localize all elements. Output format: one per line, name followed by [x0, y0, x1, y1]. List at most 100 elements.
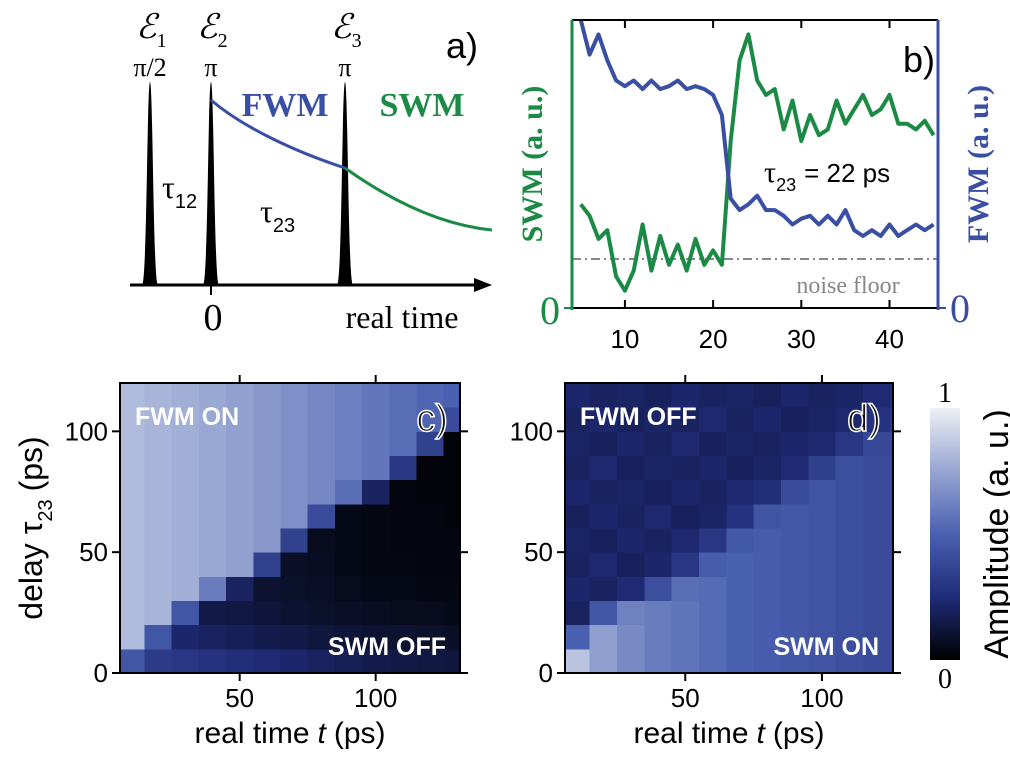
heatmap-cell: [808, 600, 837, 626]
heatmap-cell: [280, 479, 309, 505]
heatmap-cell: [120, 576, 145, 601]
heatmap-cell: [565, 407, 591, 432]
heatmap-cell: [644, 503, 673, 529]
heatmap-cell: [253, 648, 281, 673]
heatmap-cell: [280, 648, 309, 673]
pulse-label: ℰ2: [197, 9, 228, 52]
heatmap-cell: [890, 600, 893, 626]
y-axis-label-part: 23: [35, 499, 57, 521]
heatmap-cell: [389, 455, 417, 481]
heatmap-cell: [698, 600, 727, 626]
heatmap-cell: [253, 552, 281, 577]
heatmap-cell: [616, 600, 645, 626]
colorbar: [930, 408, 960, 660]
heatmap-cell: [307, 552, 336, 577]
heatmap-cell: [890, 455, 893, 481]
heatmap-cell: [589, 407, 618, 432]
x-axis-label: real time t (ps): [633, 717, 824, 750]
panel-label: b): [903, 39, 935, 80]
heatmap-cell: [726, 503, 755, 529]
heatmap-cell: [671, 648, 700, 673]
noise-floor-label: noise floor: [796, 273, 899, 299]
x-axis-label-part: real time: [633, 717, 748, 750]
swm-decay: [344, 166, 493, 232]
heatmap-cell: [890, 648, 893, 673]
heatmap-cell: [120, 503, 145, 529]
heatmap-cell: [226, 552, 254, 577]
heatmap-cell: [753, 383, 782, 408]
heatmap-cell: [753, 648, 782, 673]
delay-symbol: τ: [260, 193, 273, 229]
heatmap-cell: [144, 383, 173, 408]
heatmap-cell: [362, 503, 390, 529]
heatmap-cell: [334, 624, 363, 650]
heatmap-cell: [253, 624, 281, 650]
heatmap-cell: [671, 600, 700, 626]
heatmap-cell: [334, 552, 363, 577]
series-line: [578, 20, 935, 238]
heatmap-cell: [144, 479, 173, 505]
heatmap-cell: [780, 552, 809, 577]
heatmap-cell: [698, 479, 727, 505]
colorbar-label: Amplitude (a. u.): [978, 409, 1010, 658]
heatmap-cell: [198, 503, 227, 529]
heatmap-cell: [726, 455, 755, 481]
pulse: [337, 82, 353, 285]
heatmap-cell: [835, 624, 864, 650]
heatmap-cell: [362, 600, 390, 626]
heatmap-cell: [726, 576, 755, 601]
schematic: a) FWM SWM 0 real time: [130, 25, 493, 339]
heatmap-cell: [334, 648, 363, 673]
heatmap-cell: [443, 528, 460, 553]
heatmap-cell: [389, 479, 417, 505]
heatmap-cell: [144, 455, 173, 481]
heatmap-cell: [616, 624, 645, 650]
heatmap-cell: [226, 479, 254, 505]
heatmap-cell: [808, 431, 837, 456]
x-axis-label: real time t (ps): [194, 717, 385, 750]
heatmap-cell: [862, 503, 891, 529]
pulse-symbol: ℰ: [197, 9, 221, 46]
heatmap-cell: [780, 455, 809, 481]
heatmap-cell: [726, 479, 755, 505]
heatmap-cell: [443, 648, 460, 673]
heatmap-cell: [443, 552, 460, 577]
heatmap-cell: [890, 552, 893, 577]
heatmap-cell: [416, 528, 445, 553]
y-axis-label-part: (ps): [13, 436, 49, 491]
heatmap-cell: [198, 479, 227, 505]
y-tick-label: 100: [65, 416, 108, 446]
plot-frame: [564, 382, 894, 674]
heatmap-cell: [120, 407, 145, 432]
heatmap-cell: [171, 383, 200, 408]
heatmap-cell: [443, 479, 460, 505]
heatmap-cell: [780, 600, 809, 626]
heatmap-cell: [253, 407, 281, 432]
heatmap-cell: [389, 503, 417, 529]
heatmap-cell: [416, 407, 445, 432]
heatmap-cell: [644, 455, 673, 481]
heatmap-cell: [862, 552, 891, 577]
heatmap-cell: [862, 624, 891, 650]
heatmap-cell: [198, 431, 227, 456]
heatmap-cell: [671, 383, 700, 408]
heatmap-cell: [144, 648, 173, 673]
y-tick-label: 50: [79, 537, 108, 567]
heatmap-cell: [362, 431, 390, 456]
heatmap-cell: [280, 383, 309, 408]
heatmap-cell: [144, 624, 173, 650]
heatmap-cell: [198, 648, 227, 673]
heatmap-cell: [253, 431, 281, 456]
heatmap-cell: [835, 600, 864, 626]
heatmap-cell: [565, 600, 591, 626]
heatmap-cell: [253, 600, 281, 626]
panel-label: d): [847, 398, 881, 440]
heatmap-cell: [307, 455, 336, 481]
heatmap-cell: [144, 503, 173, 529]
heatmap-cell: [389, 648, 417, 673]
axis-label: real time: [346, 299, 459, 335]
heatmap-cell: [443, 383, 460, 408]
heatmap-cell: [226, 624, 254, 650]
pulse-phase: π: [338, 53, 351, 82]
heatmap-cell: [589, 479, 618, 505]
